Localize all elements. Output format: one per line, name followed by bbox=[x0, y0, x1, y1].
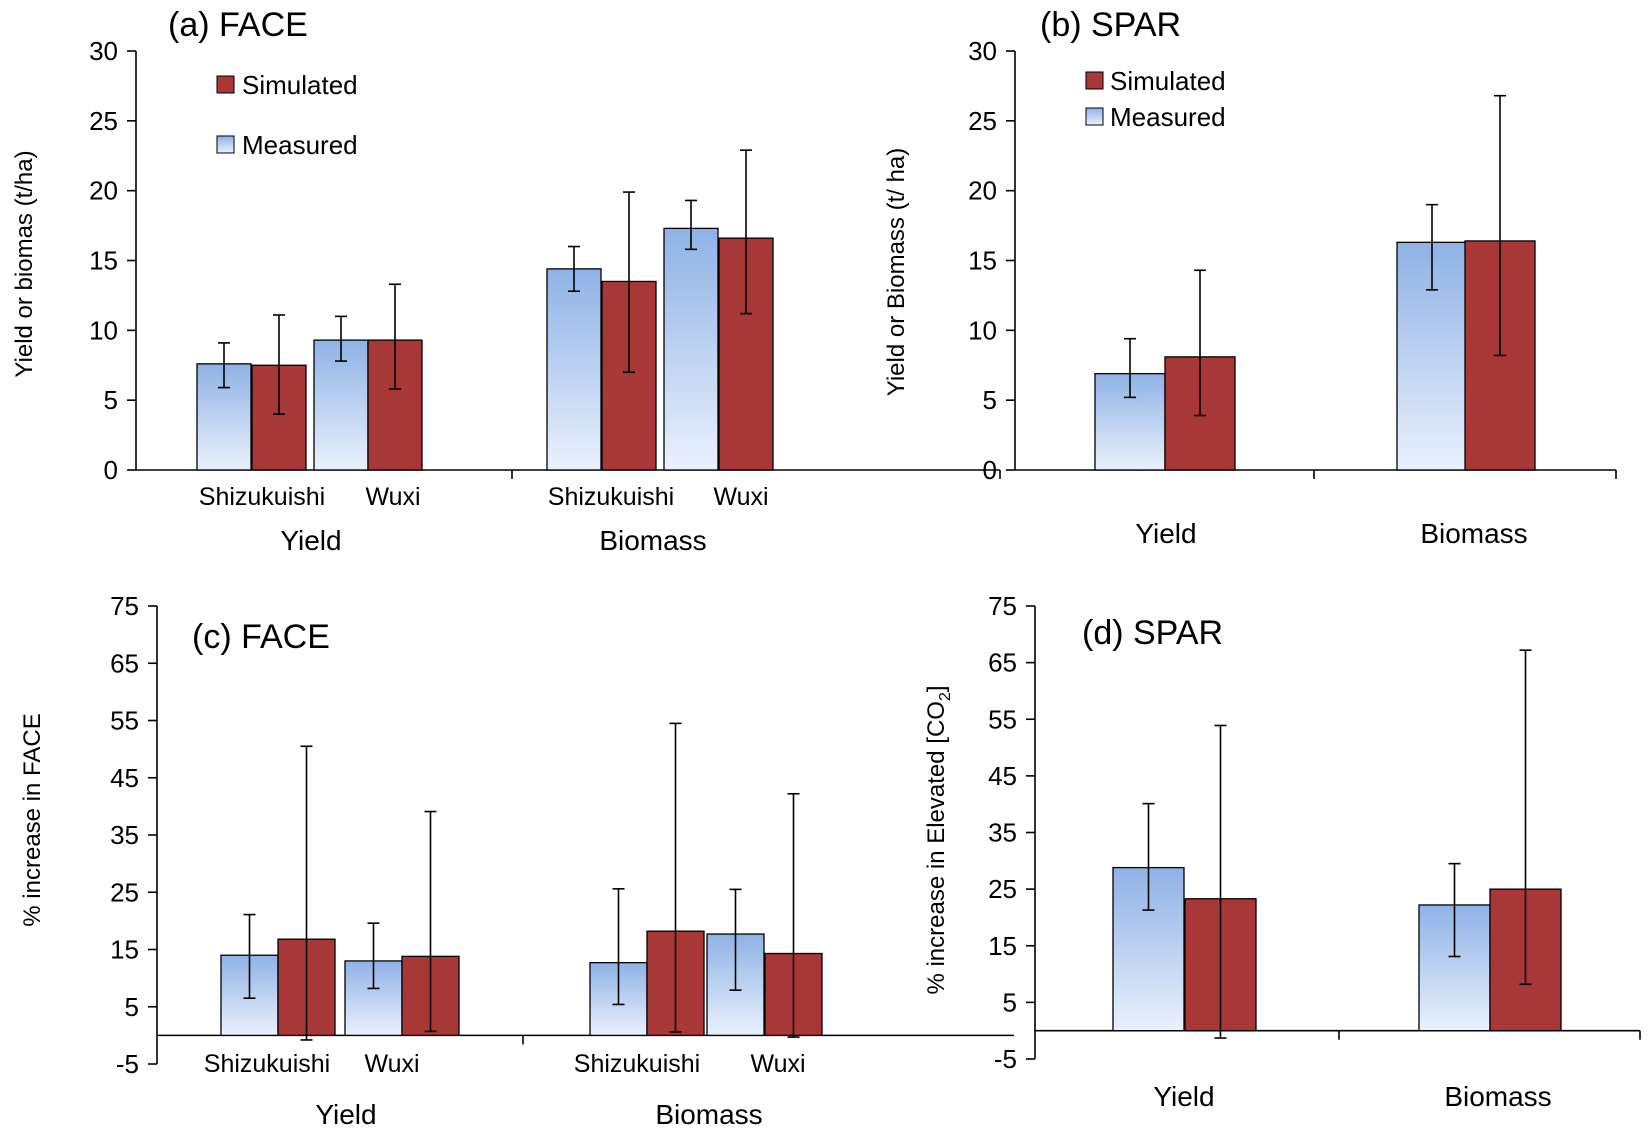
x-category-label: Shizukuishi bbox=[574, 1050, 700, 1078]
y-tick-label: 15 bbox=[968, 246, 997, 276]
x-category-label: Shizukuishi bbox=[199, 483, 325, 511]
y-tick-label: 5 bbox=[104, 385, 118, 415]
y-tick-label: 45 bbox=[988, 761, 1017, 791]
panel-d-bars bbox=[1112, 649, 1562, 1039]
x-group-label: Yield bbox=[280, 525, 341, 556]
y-tick-label: 75 bbox=[110, 591, 139, 621]
x-group-label: Biomass bbox=[655, 1099, 762, 1130]
x-group-label: Yield bbox=[315, 1099, 376, 1130]
panel-d-ylabel-end: ] bbox=[923, 685, 950, 692]
y-tick-label: 10 bbox=[968, 315, 997, 345]
panel-c-x-labels: Shizukuishi Wuxi Shizukuishi Wuxi Yield Bioma… bbox=[204, 1050, 806, 1130]
x-category-label: Shizukuishi bbox=[548, 483, 674, 511]
panel-b-spar-biomass: (b) SPAR Yield or Biomass (t/ ha) Simula… bbox=[883, 6, 1617, 549]
bar-measured bbox=[663, 227, 719, 471]
panel-c-title: (c) FACE bbox=[192, 618, 330, 656]
x-category-label: Wuxi bbox=[713, 483, 768, 511]
x-category-label: Yield bbox=[1135, 518, 1196, 549]
x-category-label: Wuxi bbox=[750, 1050, 805, 1078]
y-tick-label: 5 bbox=[1003, 987, 1017, 1017]
panel-b-bars bbox=[1094, 94, 1536, 471]
bar-measured bbox=[546, 268, 602, 471]
y-tick-label: 65 bbox=[988, 648, 1017, 678]
legend-simulated-swatch bbox=[1085, 71, 1104, 90]
panel-b-title: (b) SPAR bbox=[1040, 6, 1181, 44]
panel-c-face-percent: (c) FACE % increase in FACE -55152535455… bbox=[19, 591, 1014, 1130]
y-tick-label: -5 bbox=[116, 1049, 139, 1079]
y-tick-label: 35 bbox=[110, 820, 139, 850]
y-tick-label: 55 bbox=[110, 706, 139, 736]
legend-simulated-label: Simulated bbox=[242, 70, 358, 100]
panel-d-x-labels: Yield Biomass bbox=[1153, 1081, 1551, 1112]
x-category-label: Wuxi bbox=[364, 1050, 419, 1078]
panel-d-spar-percent: (d) SPAR % increase in Elevated [CO2] -5… bbox=[923, 591, 1641, 1112]
y-tick-label: 75 bbox=[988, 591, 1017, 621]
panel-c-ylabel: % increase in FACE bbox=[19, 713, 46, 926]
y-tick-label: 25 bbox=[89, 106, 118, 136]
panel-d-title: (d) SPAR bbox=[1082, 614, 1223, 652]
y-tick-label: 30 bbox=[968, 36, 997, 66]
y-tick-label: 20 bbox=[968, 176, 997, 206]
legend-measured-swatch bbox=[1085, 107, 1104, 126]
y-tick-label: 25 bbox=[968, 106, 997, 136]
panel-d-ylabel-main: % increase in Elevated [CO bbox=[923, 701, 950, 994]
panel-a-legend: Simulated Measured bbox=[216, 70, 358, 160]
panel-d-y-ticks: -5 5 15 25 35 45 55 65 75 bbox=[988, 591, 1641, 1074]
x-category-label: Wuxi bbox=[365, 483, 420, 511]
x-category-label: Shizukuishi bbox=[204, 1050, 330, 1078]
y-tick-label: 35 bbox=[988, 818, 1017, 848]
y-tick-label: -5 bbox=[994, 1044, 1017, 1074]
y-tick-label: 5 bbox=[983, 385, 997, 415]
panel-c-bars bbox=[220, 722, 823, 1041]
legend-measured-swatch bbox=[216, 135, 235, 154]
panel-d-ylabel-sub: 2 bbox=[937, 692, 954, 701]
panel-a-title: (a) FACE bbox=[168, 6, 308, 44]
panel-a-ylabel: Yield or biomas (t/ha) bbox=[11, 150, 38, 377]
panel-a-bars bbox=[196, 149, 774, 471]
legend-simulated-swatch bbox=[216, 75, 235, 94]
panel-b-ylabel: Yield or Biomass (t/ ha) bbox=[883, 148, 910, 397]
y-tick-label: 20 bbox=[89, 176, 118, 206]
y-tick-label: 65 bbox=[110, 648, 139, 678]
y-tick-label: 0 bbox=[104, 455, 118, 485]
y-tick-label: 15 bbox=[988, 931, 1017, 961]
y-tick-label: 15 bbox=[89, 246, 118, 276]
bar-measured bbox=[1112, 866, 1185, 1032]
x-category-label: Yield bbox=[1153, 1081, 1214, 1112]
y-tick-label: 25 bbox=[110, 877, 139, 907]
y-tick-label: 10 bbox=[89, 315, 118, 345]
legend-measured-label: Measured bbox=[1110, 102, 1226, 132]
legend-measured-label: Measured bbox=[242, 130, 358, 160]
y-tick-label: 0 bbox=[983, 455, 997, 485]
y-tick-label: 55 bbox=[988, 704, 1017, 734]
y-tick-label: 30 bbox=[89, 36, 118, 66]
y-tick-label: 15 bbox=[110, 935, 139, 965]
x-category-label: Biomass bbox=[1444, 1081, 1551, 1112]
y-tick-label: 5 bbox=[125, 992, 139, 1022]
legend-simulated-label: Simulated bbox=[1110, 66, 1226, 96]
x-category-label: Biomass bbox=[1420, 518, 1527, 549]
panel-b-x-labels: Yield Biomass bbox=[1135, 518, 1527, 549]
panel-a-x-labels: Shizukuishi Wuxi Shizukuishi Wuxi Yield Bioma… bbox=[199, 483, 769, 556]
y-tick-label: 25 bbox=[988, 874, 1017, 904]
y-tick-label: 45 bbox=[110, 763, 139, 793]
panel-a-face-biomass: (a) FACE Yield or biomas (t/ha) Simulate… bbox=[11, 6, 1001, 556]
panel-d-ylabel: % increase in Elevated [CO2] bbox=[923, 685, 954, 994]
x-group-label: Biomass bbox=[599, 525, 706, 556]
panel-b-legend: Simulated Measured bbox=[1085, 66, 1226, 132]
